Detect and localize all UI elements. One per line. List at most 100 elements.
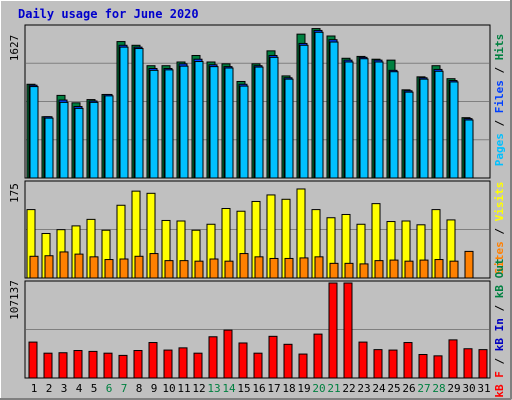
pages-bar-29 — [449, 81, 459, 179]
kbf-bar-12 — [193, 352, 203, 379]
pages-bar-12 — [194, 61, 204, 179]
pages-bar-21 — [329, 41, 339, 179]
pages-bar-14 — [224, 67, 234, 179]
sites-bar-5 — [89, 256, 99, 279]
pages-bar-15 — [239, 85, 249, 179]
pages-bar-27 — [419, 78, 429, 179]
pages-bar-30 — [464, 119, 474, 179]
kbf-bar-3 — [58, 352, 68, 379]
sites-bar-8 — [134, 255, 144, 279]
sites-bar-1 — [29, 255, 39, 279]
x-label-11: 11 — [177, 382, 190, 395]
pages-bar-23 — [359, 58, 369, 179]
side-top-part-2: Files — [493, 80, 506, 113]
kbf-bar-24 — [373, 349, 383, 379]
side-top-part-1: / — [493, 113, 506, 133]
legend-pages-files-hits: Pages / Files / Hits — [493, 34, 506, 167]
sites-bar-11 — [179, 260, 189, 279]
pages-bar-16 — [254, 66, 264, 179]
sites-bar-13 — [209, 258, 219, 279]
pages-bar-24 — [374, 61, 384, 179]
pages-bar-19 — [299, 44, 309, 179]
x-label-3: 3 — [61, 382, 68, 395]
kbf-bar-14 — [223, 329, 233, 379]
sites-bar-10 — [164, 260, 174, 279]
x-label-29: 29 — [447, 382, 460, 395]
sites-bar-20 — [314, 256, 324, 279]
pages-bar-18 — [284, 78, 294, 179]
side-bottom-part-3: / — [493, 298, 506, 318]
x-label-9: 9 — [151, 382, 158, 395]
bottom-panel-max-label: 107137 — [8, 280, 21, 320]
pages-bar-6 — [104, 95, 114, 179]
sites-bar-23 — [359, 263, 369, 279]
side-top-part-3: / — [493, 60, 506, 80]
kbf-bar-15 — [238, 342, 248, 379]
kbf-bar-4 — [73, 350, 83, 379]
sites-bar-27 — [419, 259, 429, 279]
x-label-2: 2 — [46, 382, 53, 395]
sites-bar-29 — [449, 260, 459, 279]
x-label-18: 18 — [282, 382, 295, 395]
sites-bar-4 — [74, 253, 84, 279]
sites-bar-21 — [329, 262, 339, 279]
x-label-25: 25 — [387, 382, 400, 395]
kbf-bar-6 — [103, 352, 113, 379]
side-bottom-part-4: kB Out — [493, 258, 506, 298]
side-middle-part-2: Visits — [493, 182, 506, 222]
middle-panel-max-label: 175 — [8, 183, 21, 203]
pages-bar-28 — [434, 70, 444, 179]
sites-bar-12 — [194, 260, 204, 279]
kbf-bar-28 — [433, 355, 443, 379]
pages-bar-11 — [179, 65, 189, 179]
kbf-bar-29 — [448, 339, 458, 379]
chart-title: Daily usage for June 2020 — [18, 7, 199, 21]
sites-bar-26 — [404, 260, 414, 279]
x-label-19: 19 — [297, 382, 310, 395]
kbf-bar-27 — [418, 354, 428, 379]
kbf-bar-16 — [253, 352, 263, 379]
pages-bar-7 — [119, 46, 129, 179]
kbf-bar-26 — [403, 342, 413, 379]
legend-kbytes: kB F / kB In / kB Out — [493, 258, 506, 397]
sites-bar-24 — [374, 260, 384, 279]
kbf-bar-19 — [298, 353, 308, 379]
kbf-bar-31 — [478, 349, 488, 379]
side-middle-part-0: Sites — [493, 241, 506, 274]
sites-bar-22 — [344, 262, 354, 279]
side-middle-part-1: / — [493, 221, 506, 241]
x-label-31: 31 — [477, 382, 490, 395]
sites-bar-9 — [149, 253, 159, 279]
x-label-5: 5 — [91, 382, 98, 395]
sites-bar-6 — [104, 259, 114, 279]
x-label-4: 4 — [76, 382, 83, 395]
x-label-17: 17 — [267, 382, 280, 395]
x-label-30: 30 — [462, 382, 475, 395]
x-label-27: 27 — [417, 382, 430, 395]
sites-bar-14 — [224, 260, 234, 279]
x-label-12: 12 — [192, 382, 205, 395]
pages-bar-2 — [44, 117, 54, 179]
pages-bar-20 — [314, 31, 324, 179]
top-panel-max-label: 1627 — [8, 35, 21, 62]
pages-bar-5 — [89, 101, 99, 179]
kbf-bar-30 — [463, 348, 473, 379]
kbf-bar-23 — [358, 341, 368, 379]
kbf-bar-1 — [28, 341, 38, 379]
x-label-10: 10 — [162, 382, 175, 395]
side-bottom-part-2: kB In — [493, 318, 506, 351]
x-label-1: 1 — [31, 382, 38, 395]
pages-bar-17 — [269, 56, 279, 179]
sites-bar-3 — [59, 251, 69, 279]
sites-bar-7 — [119, 258, 129, 279]
x-label-8: 8 — [136, 382, 143, 395]
kbf-bar-20 — [313, 333, 323, 379]
sites-bar-28 — [434, 259, 444, 279]
bars-layer — [26, 28, 488, 379]
kbf-bar-7 — [118, 354, 128, 379]
x-label-28: 28 — [432, 382, 445, 395]
pages-bar-10 — [164, 69, 174, 179]
x-label-21: 21 — [327, 382, 340, 395]
